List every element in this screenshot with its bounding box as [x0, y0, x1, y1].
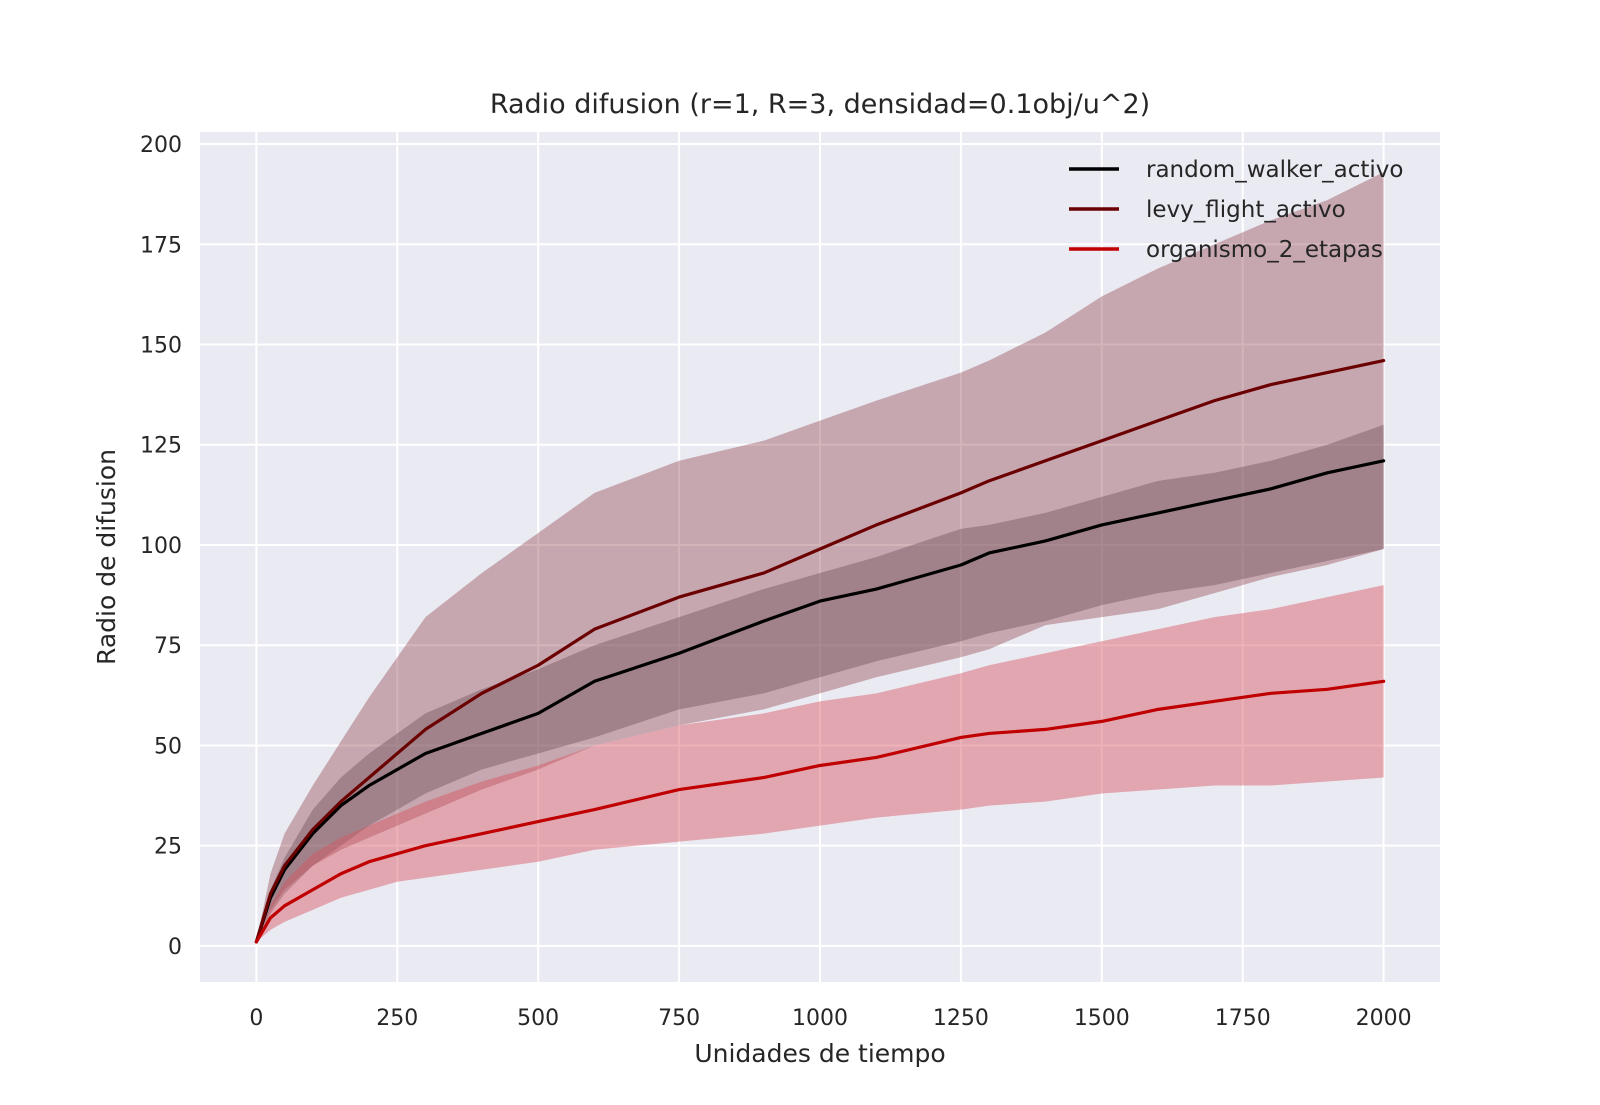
y-tick-label: 0 [168, 935, 182, 960]
legend-label: organismo_2_etapas [1146, 237, 1383, 263]
line-levy_flight_activo [254, 358, 1386, 944]
x-tick-label: 1250 [933, 1006, 989, 1031]
band-random_walker_activo [256, 424, 1384, 942]
y-tick-label: 200 [140, 133, 182, 158]
legend-item: random_walker_activo [1069, 157, 1403, 183]
y-tick-label: 150 [140, 334, 182, 359]
y-tick-label: 175 [140, 233, 182, 258]
y-axis-label: Radio de difusion [92, 449, 121, 665]
y-tick-labels: 0 25 50 75 100 125 150 175 200 [140, 133, 182, 960]
x-tick-label: 250 [376, 1006, 418, 1031]
x-tick-label: 0 [249, 1006, 263, 1031]
x-axis-label: Unidades de tiempo [694, 1039, 945, 1068]
x-tick-labels: 0 250 500 750 1000 1250 1500 1750 2000 [249, 1006, 1411, 1031]
x-tick-label: 500 [517, 1006, 559, 1031]
band-levy_flight_activo [256, 172, 1384, 942]
confidence-bands [256, 172, 1384, 942]
line-random_walker_activo [254, 459, 1386, 944]
x-tick-label: 1750 [1215, 1006, 1271, 1031]
legend: random_walker_activo levy_flight_activoor… [1069, 157, 1403, 263]
band-organismo_2_etapas [256, 585, 1384, 942]
legend-item: levy_flight_activo [1069, 197, 1346, 223]
legend-label: levy_flight_activo [1146, 197, 1346, 223]
legend-label: random_walker_activo [1146, 157, 1403, 183]
grid [200, 132, 1440, 982]
legend-item: organismo_2_etapas [1069, 237, 1383, 263]
x-tick-label: 1000 [792, 1006, 848, 1031]
y-tick-label: 75 [154, 634, 182, 659]
y-tick-label: 50 [154, 734, 182, 759]
y-tick-label: 100 [140, 534, 182, 559]
y-tick-label: 125 [140, 434, 182, 459]
x-tick-label: 1500 [1074, 1006, 1130, 1031]
series-lines [254, 358, 1386, 944]
chart-title: Radio difusion (r=1, R=3, densidad=0.1ob… [490, 89, 1150, 120]
y-tick-label: 25 [154, 835, 182, 860]
x-tick-label: 750 [658, 1006, 700, 1031]
line-organismo_2_etapas [254, 679, 1386, 944]
x-tick-label: 2000 [1356, 1006, 1412, 1031]
